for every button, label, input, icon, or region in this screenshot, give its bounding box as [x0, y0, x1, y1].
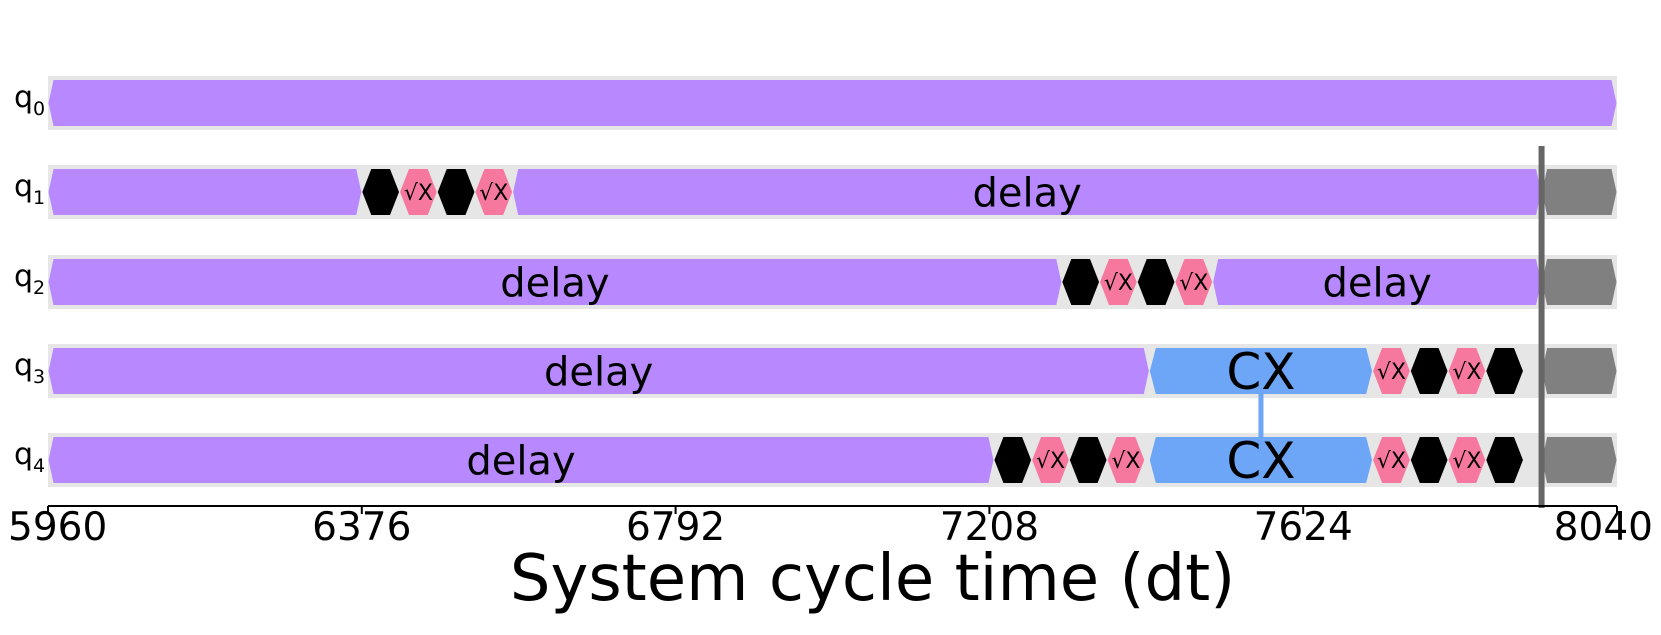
- sx-gate-label: √X: [1111, 449, 1140, 474]
- sx-gate-label: √X: [1377, 360, 1406, 385]
- x-axis: 5960 6376 6792 7208 7624 8040: [8, 505, 1653, 550]
- rz-gate: [1486, 437, 1523, 483]
- rz-gate: [362, 169, 400, 215]
- delay-block: [48, 169, 362, 215]
- rz-gate: [1137, 259, 1175, 305]
- delay-block-label: delay: [1322, 260, 1431, 306]
- sx-gate: [1107, 437, 1145, 483]
- sx-gate: [1448, 437, 1486, 483]
- x-tick-label: 7208: [940, 505, 1039, 550]
- delay-block: [1213, 259, 1542, 305]
- delay-block: [48, 259, 1062, 305]
- sx-gate-label: √X: [1036, 449, 1065, 474]
- rz-gate: [437, 169, 475, 215]
- x-tick-label: 6376: [312, 505, 411, 550]
- sx-gate: [475, 169, 513, 215]
- sx-gate-label: √X: [1377, 449, 1406, 474]
- cx-gate-label: CX: [1226, 432, 1295, 490]
- rz-gate: [994, 437, 1032, 483]
- x-tick-label: 8040: [1554, 505, 1653, 550]
- qubit-label: q3: [14, 348, 45, 388]
- idle-block: [1542, 259, 1617, 305]
- sx-gate-label: √X: [1452, 360, 1481, 385]
- x-axis-title: System cycle time (dt): [510, 542, 1235, 616]
- idle-block: [1542, 348, 1617, 394]
- delay-block-label: delay: [500, 260, 609, 306]
- cx-gate-label: CX: [1226, 343, 1295, 401]
- sx-gate: [1032, 437, 1069, 483]
- rz-gate: [1486, 348, 1523, 394]
- sx-gate-label: √X: [1179, 271, 1208, 296]
- qubit-label: q4: [14, 437, 45, 477]
- sx-gate: [1100, 259, 1137, 305]
- rz-gate: [1410, 437, 1448, 483]
- delay-block: [48, 437, 994, 483]
- qubit-labels: q0 q1 q2 q3 q4: [14, 80, 45, 477]
- x-tick-label: 5960: [8, 505, 107, 550]
- x-tick-label: 6792: [626, 505, 725, 550]
- delay-block-label: delay: [466, 438, 575, 484]
- rz-gate: [1062, 259, 1100, 305]
- x-tick-label: 7624: [1254, 505, 1353, 550]
- sx-gate: [1448, 348, 1486, 394]
- rz-gate: [1069, 437, 1107, 483]
- idle-block: [1542, 169, 1617, 215]
- delay-block: [48, 80, 1617, 126]
- delay-block-label: delay: [972, 170, 1081, 216]
- sx-gate: [1373, 437, 1410, 483]
- sx-gate: [400, 169, 437, 215]
- rz-gate: [1410, 348, 1448, 394]
- sx-gate: [1175, 259, 1213, 305]
- qubit-label: q1: [14, 169, 45, 209]
- qubit-label: q0: [14, 80, 45, 120]
- cx-gate: [1149, 348, 1373, 394]
- cx-gate: [1149, 437, 1373, 483]
- delay-block-label: delay: [544, 349, 653, 395]
- delay-block: [513, 169, 1542, 215]
- sx-gate: [1373, 348, 1410, 394]
- sx-gate-label: √X: [1104, 271, 1133, 296]
- gate-blocks: √X √X delay delay √X √X delay delay CX √X √X delay √…: [48, 80, 1617, 490]
- sx-gate-label: √X: [479, 181, 508, 206]
- idle-block: [1542, 437, 1617, 483]
- qubit-label: q2: [14, 259, 45, 299]
- x-axis-ticks: 5960 6376 6792 7208 7624 8040: [8, 505, 1653, 550]
- sx-gate-label: √X: [1452, 449, 1481, 474]
- delay-block: [48, 348, 1149, 394]
- sx-gate-label: √X: [404, 181, 433, 206]
